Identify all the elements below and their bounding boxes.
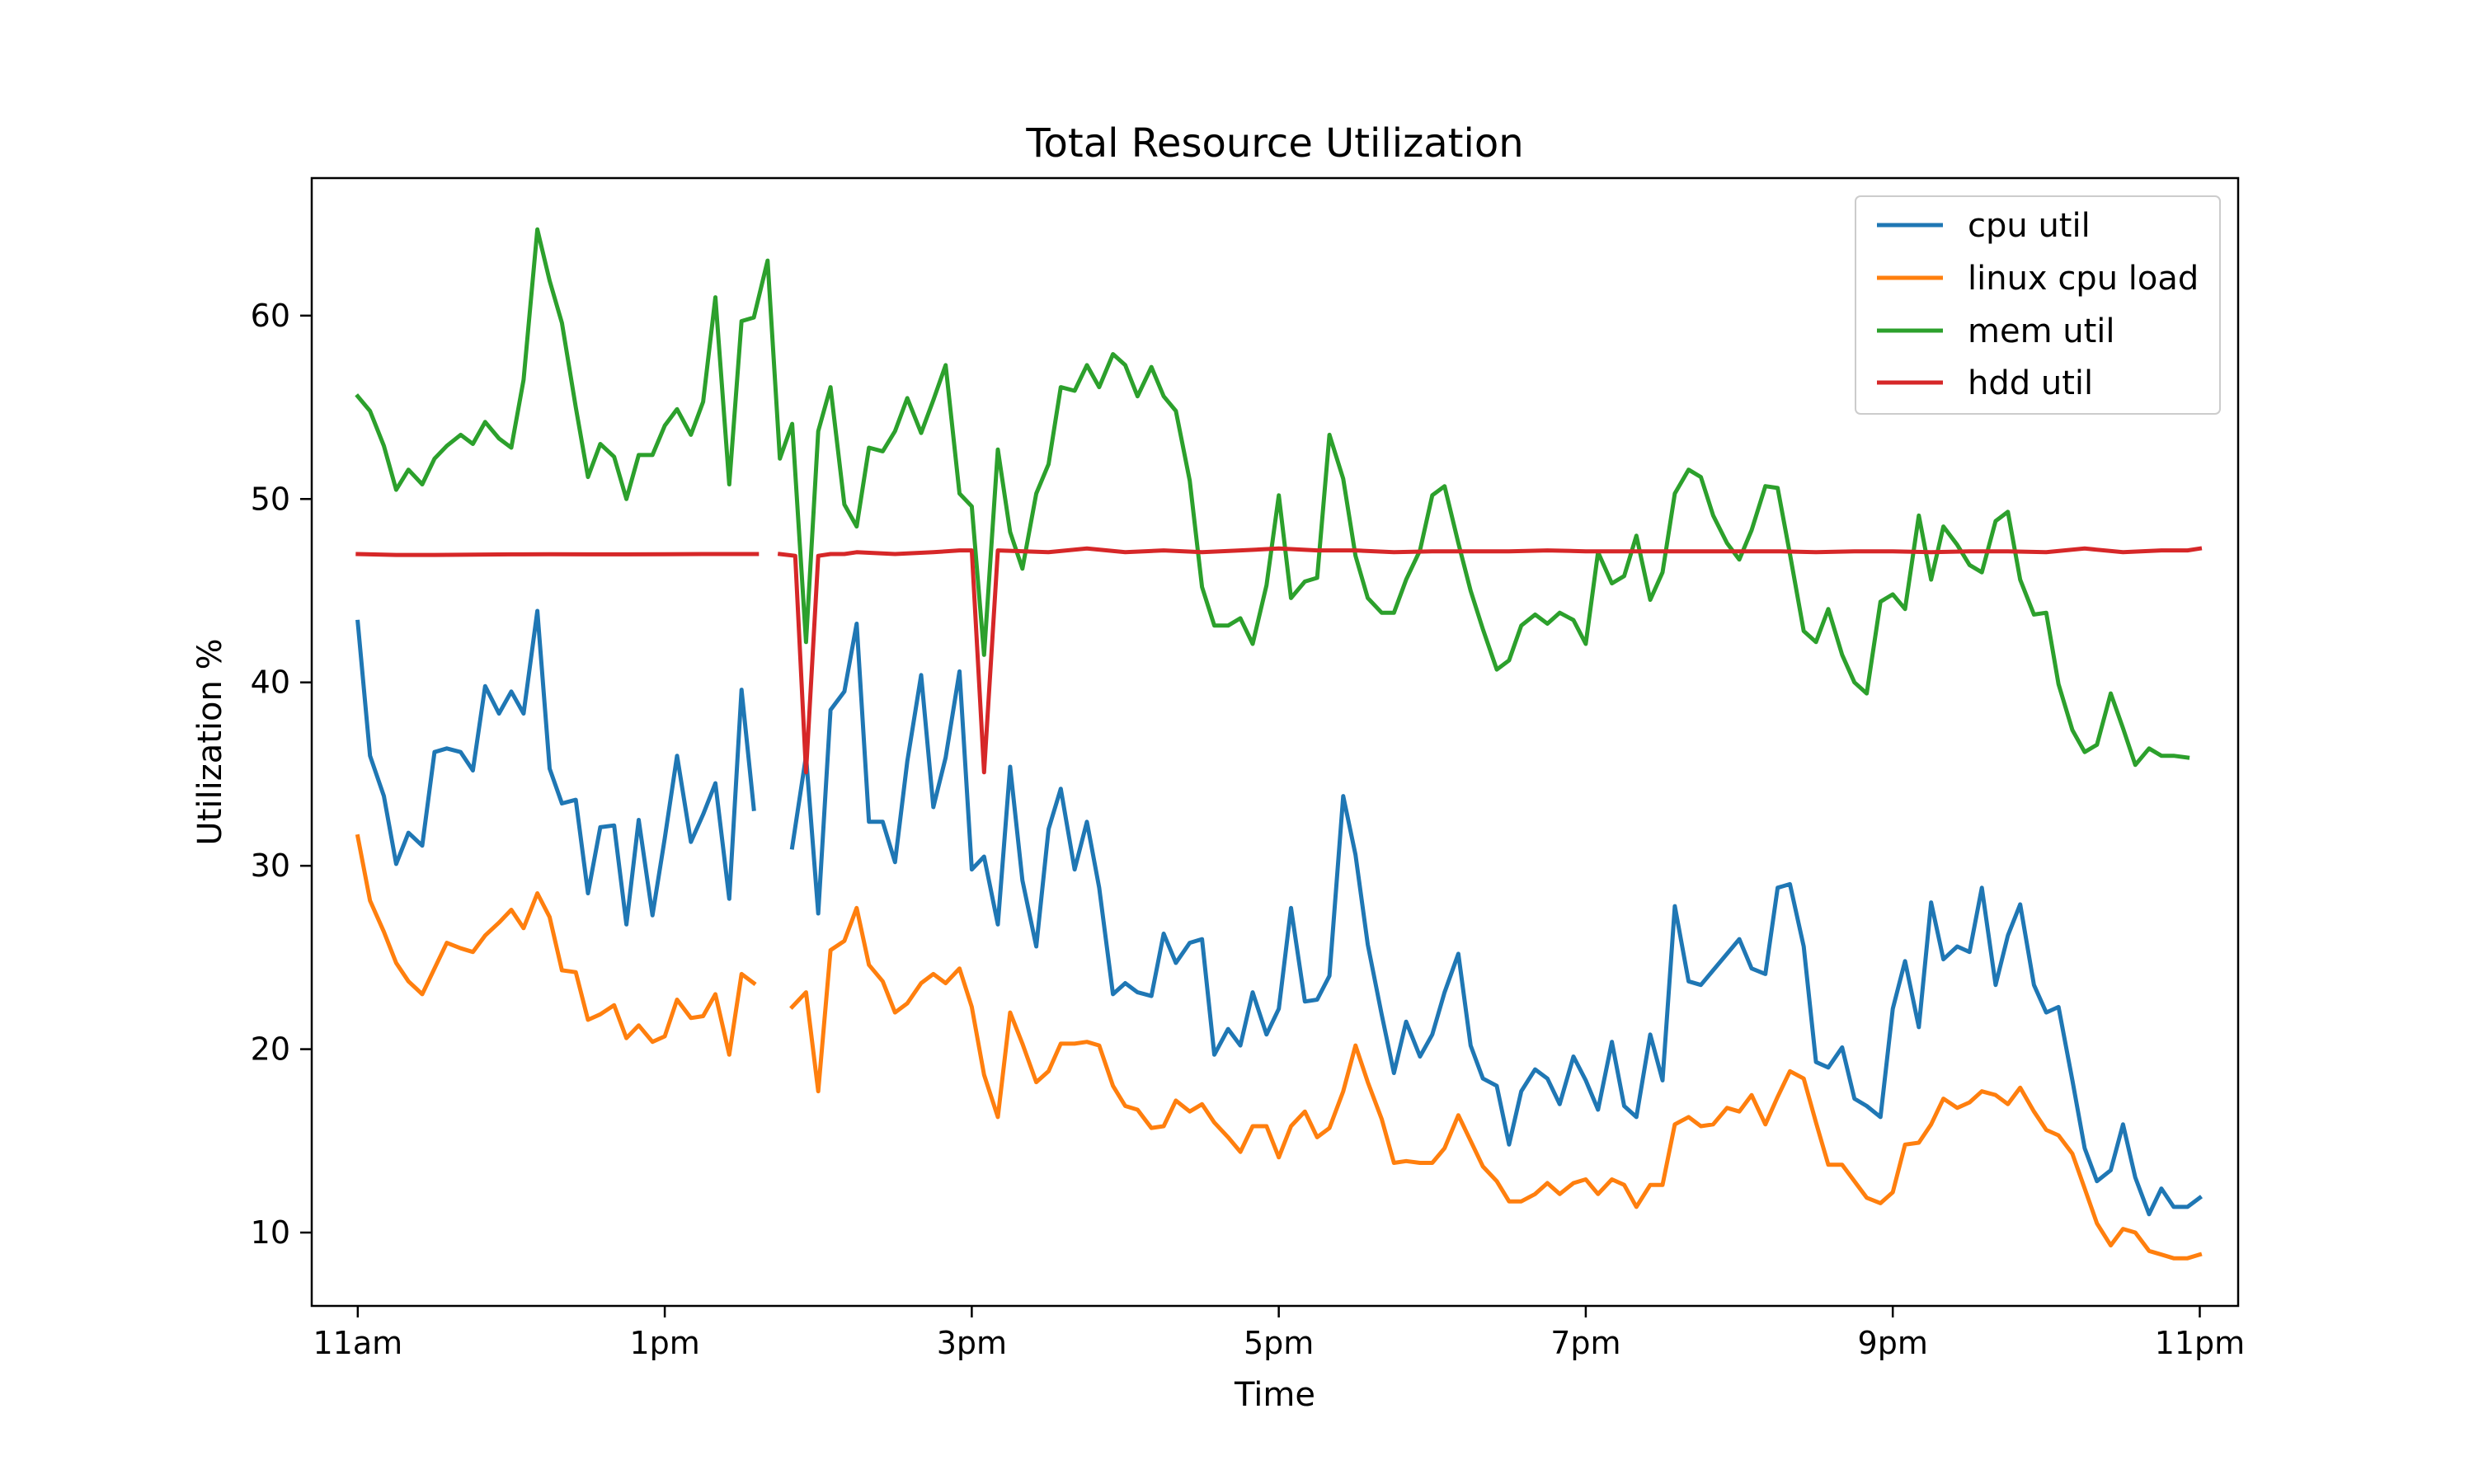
series-line-hdd-util-segment-2	[777, 546, 2203, 775]
legend-label-cpu-util: cpu util	[1968, 207, 2091, 245]
x-tick-label-11am: 11am	[313, 1325, 403, 1361]
series-line-cpu-util-segment-1	[355, 608, 756, 927]
legend-box	[1855, 195, 2221, 415]
series-line-hdd-util-segment-1	[355, 552, 760, 557]
x-tick-label-9pm: 9pm	[1858, 1325, 1928, 1361]
x-axis: 11am 1pm 3pm 5pm 7pm 9pm 11pm	[313, 1306, 2246, 1361]
y-tick-label-60: 60	[251, 298, 290, 334]
y-tick-label-20: 20	[251, 1031, 290, 1068]
y-tick-label-50: 50	[251, 481, 290, 517]
plot-frame	[310, 176, 2240, 1308]
legend: cpu util linux cpu load mem util hdd uti…	[1855, 195, 2221, 415]
chart-title: Total Resource Utilization	[1025, 120, 1523, 167]
x-tick-label-1pm: 1pm	[629, 1325, 699, 1361]
x-tick-label-11pm: 11pm	[2155, 1325, 2246, 1361]
x-tick-label-7pm: 7pm	[1550, 1325, 1620, 1361]
x-tick-label-3pm: 3pm	[937, 1325, 1007, 1361]
series-line-mem-util-segment-1	[355, 227, 2190, 768]
y-tick-label-30: 30	[251, 848, 290, 884]
series-line-linux-cpu-load-segment-1	[355, 834, 757, 1057]
x-tick-label-5pm: 5pm	[1244, 1325, 1314, 1361]
y-tick-label-10: 10	[251, 1214, 290, 1251]
y-tick-label-40: 40	[251, 665, 290, 701]
series-line-linux-cpu-load-segment-2	[789, 905, 2203, 1261]
legend-label-hdd-util: hdd util	[1968, 364, 2093, 402]
y-axis-label: Utilization %	[191, 638, 229, 845]
y-axis: 10 20 30 40 50 60	[251, 298, 312, 1251]
series-layer	[355, 227, 2203, 1261]
legend-label-mem-util: mem util	[1968, 312, 2115, 350]
x-axis-label: Time	[1234, 1376, 1315, 1414]
legend-label-linux-cpu-load: linux cpu load	[1968, 260, 2199, 298]
series-line-cpu-util-segment-2	[789, 622, 2203, 1217]
